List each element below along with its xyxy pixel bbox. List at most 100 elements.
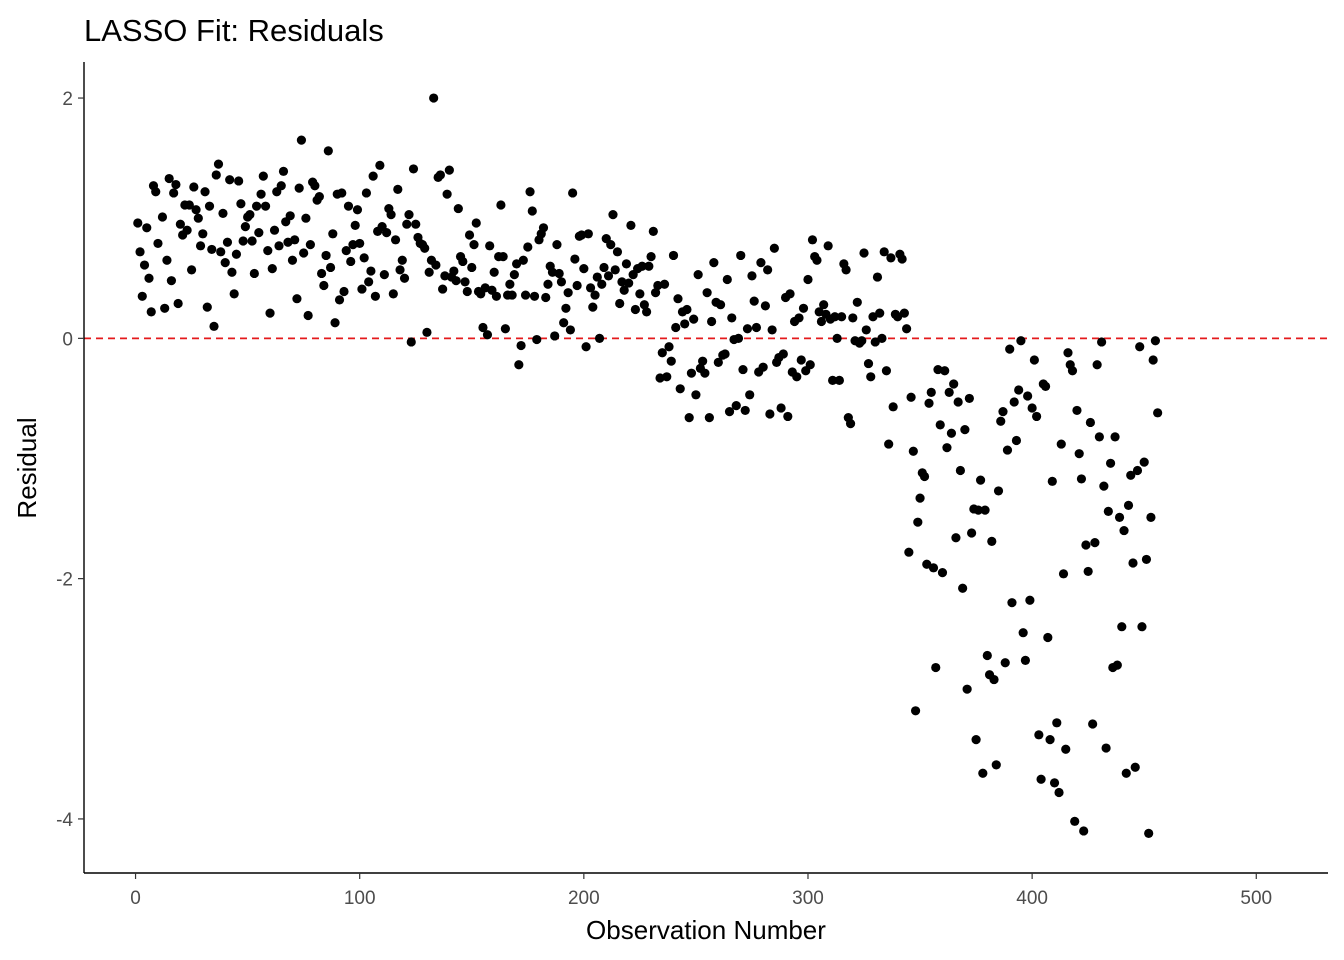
data-point bbox=[498, 252, 508, 262]
data-point bbox=[648, 226, 658, 237]
data-point bbox=[1076, 474, 1087, 484]
x-tick-label: 200 bbox=[568, 888, 600, 909]
data-point bbox=[267, 264, 277, 274]
data-point bbox=[310, 181, 320, 191]
data-point bbox=[1027, 403, 1037, 413]
data-point bbox=[996, 416, 1006, 426]
data-point bbox=[489, 267, 499, 277]
data-point bbox=[626, 220, 636, 231]
data-point bbox=[590, 290, 600, 300]
y-axis-ticks: -4 -2 0 2 bbox=[56, 89, 84, 831]
data-point bbox=[139, 260, 150, 270]
data-point bbox=[989, 674, 999, 685]
x-axis-ticks: 0 100 200 300 400 500 bbox=[130, 873, 1272, 909]
data-point bbox=[922, 559, 932, 569]
data-point bbox=[1034, 730, 1044, 740]
data-point bbox=[529, 291, 540, 301]
data-point bbox=[314, 191, 324, 202]
data-point bbox=[599, 262, 609, 273]
data-point bbox=[1058, 569, 1069, 579]
data-point bbox=[1094, 432, 1104, 442]
data-point bbox=[294, 183, 304, 193]
data-point bbox=[964, 393, 974, 404]
data-point bbox=[837, 312, 847, 322]
data-point bbox=[978, 768, 988, 778]
data-point bbox=[830, 312, 840, 322]
data-point bbox=[198, 229, 208, 239]
data-point bbox=[1119, 525, 1129, 536]
data-point bbox=[592, 272, 602, 282]
data-point bbox=[1132, 465, 1143, 476]
data-point bbox=[144, 273, 154, 283]
data-point bbox=[518, 255, 528, 265]
data-point bbox=[859, 248, 869, 258]
data-point bbox=[713, 357, 723, 367]
data-point bbox=[919, 471, 930, 482]
data-point bbox=[278, 166, 289, 176]
data-point bbox=[973, 505, 983, 515]
data-point bbox=[550, 331, 560, 341]
data-point bbox=[1029, 355, 1039, 365]
data-point bbox=[422, 327, 432, 337]
data-point bbox=[399, 273, 410, 283]
data-point bbox=[204, 201, 215, 211]
data-point bbox=[798, 303, 809, 313]
data-point bbox=[1011, 435, 1022, 446]
data-point bbox=[390, 235, 401, 245]
data-point bbox=[160, 303, 170, 313]
y-tick-label: 2 bbox=[62, 89, 73, 110]
data-point bbox=[902, 324, 912, 334]
data-point bbox=[157, 212, 168, 222]
data-point bbox=[906, 392, 916, 402]
data-point bbox=[644, 261, 654, 271]
data-point bbox=[657, 348, 667, 358]
data-point bbox=[296, 135, 307, 145]
data-point bbox=[693, 270, 703, 280]
data-point bbox=[523, 242, 533, 252]
data-point bbox=[594, 333, 605, 343]
data-point bbox=[610, 265, 620, 275]
data-point bbox=[195, 241, 206, 251]
data-point bbox=[857, 336, 867, 346]
data-point bbox=[301, 213, 311, 223]
data-point bbox=[845, 419, 856, 429]
data-point bbox=[908, 446, 918, 456]
data-point bbox=[211, 170, 221, 180]
data-point bbox=[870, 337, 880, 347]
data-point bbox=[370, 291, 380, 301]
data-point bbox=[738, 364, 748, 375]
data-point bbox=[1054, 787, 1064, 798]
data-point bbox=[133, 218, 143, 228]
data-point bbox=[796, 355, 806, 365]
data-point bbox=[200, 187, 210, 197]
data-point bbox=[166, 276, 177, 286]
data-point bbox=[998, 407, 1008, 417]
data-point bbox=[673, 294, 683, 304]
data-point bbox=[193, 213, 203, 223]
data-point bbox=[991, 760, 1001, 770]
data-point bbox=[650, 288, 661, 298]
data-point bbox=[1097, 337, 1107, 347]
data-point bbox=[395, 265, 405, 275]
data-point bbox=[686, 368, 697, 378]
data-point bbox=[319, 280, 329, 291]
data-point bbox=[1079, 826, 1089, 836]
data-point bbox=[1105, 458, 1116, 468]
data-point bbox=[164, 173, 174, 184]
data-point bbox=[234, 176, 244, 186]
data-point bbox=[684, 413, 694, 423]
data-point bbox=[538, 223, 549, 233]
data-point bbox=[704, 413, 714, 423]
data-point bbox=[222, 237, 233, 247]
data-point bbox=[368, 171, 378, 181]
data-point bbox=[608, 209, 618, 220]
data-point bbox=[171, 179, 181, 190]
data-point bbox=[151, 187, 161, 197]
data-point bbox=[153, 238, 163, 249]
data-point bbox=[287, 255, 298, 265]
data-point bbox=[478, 322, 488, 333]
data-point bbox=[563, 288, 573, 298]
data-point bbox=[1061, 744, 1071, 754]
data-point bbox=[276, 181, 286, 191]
